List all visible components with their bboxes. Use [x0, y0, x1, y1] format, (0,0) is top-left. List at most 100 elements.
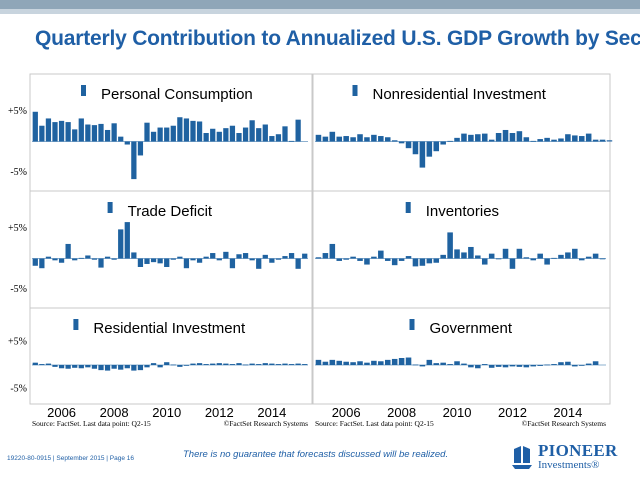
panel-2-bar [461, 133, 467, 142]
panel-3-bar [262, 254, 268, 259]
panel-3-ytick-neg: -5% [10, 284, 27, 295]
footer-page-info: 19220-80-0915 | September 2015 | Page 16 [7, 455, 134, 462]
panel-6-bar [357, 361, 363, 365]
panel-2-bar [364, 137, 370, 142]
panel-3-bar [144, 258, 150, 264]
panel-6-bar [578, 365, 585, 366]
panel-3-bar [223, 251, 229, 259]
panel-3-bar [196, 258, 203, 263]
panel-4-bar [461, 252, 467, 259]
panel-5-bar [295, 363, 301, 365]
panel-5-bar [118, 365, 124, 370]
panel-2-bar [350, 137, 356, 142]
panel-4-bar [516, 248, 523, 259]
panel-4-bar [544, 258, 550, 265]
panel-3-ytick-pos: +5% [8, 223, 27, 234]
panel-3-bar [91, 258, 98, 260]
panel-1-bar [242, 127, 249, 142]
panel-3-bar [32, 258, 38, 266]
panel-3-bar [164, 258, 170, 267]
panel-6-xtick: 2014 [553, 405, 582, 420]
panel-6-bar [495, 365, 502, 367]
panel-3-bar [295, 258, 301, 269]
panel-1-bar [223, 128, 229, 142]
panel-2-bar [599, 139, 606, 142]
top-decorative-bar [0, 0, 640, 14]
panel-6-bar [468, 365, 474, 368]
panel-3-bar [210, 253, 216, 259]
panel-6-xtick: 2012 [498, 405, 527, 420]
panel-1-ytick-neg: -5% [10, 167, 27, 178]
panel-3-bar [288, 253, 295, 259]
panel-5-bar [249, 363, 255, 365]
page-title: Quarterly Contribution to Annualized U.S… [35, 27, 640, 50]
panel-4-title: Inventories [426, 203, 499, 220]
panel-1-bar [249, 120, 255, 142]
panel-6-frame [312, 307, 611, 405]
panel-5-legend-marker [73, 319, 79, 330]
panel-6-bar [440, 362, 446, 365]
panel-3-bar [203, 256, 209, 259]
panel-5-ytick-neg: -5% [10, 383, 27, 394]
panel-1-bar [137, 141, 144, 156]
panel-6-bar [371, 360, 377, 365]
panel-6-bar [551, 364, 557, 365]
panel-3-bar [58, 258, 65, 263]
panel-1-bar [111, 123, 117, 142]
panel-1-legend-marker [81, 85, 86, 96]
panel-5-bar [269, 363, 275, 365]
panel-2-bar [454, 137, 460, 142]
panel-6-bar [509, 365, 516, 367]
panel-5-bar [164, 362, 170, 365]
panel-1-bar [157, 127, 163, 142]
logo-subtitle: Investments® [538, 459, 600, 471]
panel-3-bar [104, 256, 111, 259]
panel-3-bar [72, 258, 78, 261]
panel-2-bar [440, 141, 446, 145]
panel-5-xtick: 2008 [100, 405, 129, 420]
panel-4-bar [315, 257, 322, 259]
panel-3-bar [249, 258, 255, 261]
panel-1-bar [85, 124, 91, 142]
panel-2-bar [426, 141, 433, 157]
panel-5-bar [190, 363, 196, 365]
panel-3-bar [170, 258, 176, 260]
panel-2-bar [419, 141, 426, 168]
panel-2-bar [558, 138, 564, 142]
panel-5-bar [39, 364, 45, 365]
panel-6-source: Source: FactSet. Last data point: Q2-15 [315, 419, 434, 428]
panel-4-bar [398, 258, 405, 261]
panel-5-bar [150, 363, 157, 365]
panel-5-bar [91, 365, 98, 369]
panel-6-bar [343, 361, 349, 365]
panel-5-xtick: 2014 [257, 405, 286, 420]
panel-3-bar [256, 258, 262, 269]
panel-4-bar [336, 258, 343, 261]
panel-6-bar [530, 365, 537, 367]
panel-1-bar [229, 125, 236, 142]
panel-5-bar [157, 365, 163, 368]
panel-6-bar [481, 364, 488, 365]
panel-5-bar [196, 363, 203, 365]
disclaimer-text: There is no guarantee that forecasts dis… [183, 449, 449, 460]
panel-4-bar [523, 257, 530, 259]
panel-5-xtick: 2006 [47, 405, 76, 420]
panel-1-bar [164, 127, 170, 142]
panel-5-ytick-pos: +5% [8, 337, 27, 348]
panel-6-legend-marker [409, 319, 415, 330]
panel-6-xtick: 2010 [443, 405, 472, 420]
panel-1-bar [58, 120, 65, 142]
panel-2-bar [572, 135, 578, 142]
panel-5-bar [111, 365, 117, 369]
panel-2-bar [578, 136, 585, 142]
panel-1-bar [256, 128, 262, 142]
panel-1-title: Personal Consumption [101, 86, 253, 103]
panel-1-bar [65, 122, 71, 142]
panel-6-bar [565, 361, 571, 365]
panel-1-bar [32, 111, 38, 142]
panel-5-copyright: ©FactSet Research Systems [224, 419, 309, 428]
panel-4-bar [558, 254, 564, 259]
panel-1-bar [104, 129, 111, 142]
panel-3-bar [131, 252, 137, 259]
panel-6-bar [461, 363, 467, 365]
